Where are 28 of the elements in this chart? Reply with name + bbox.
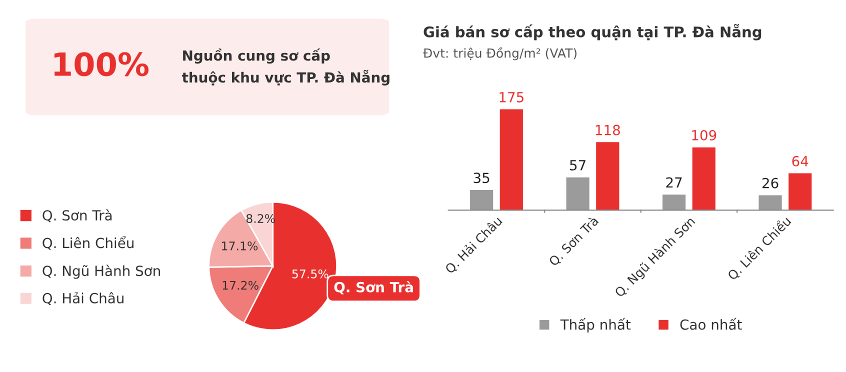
bar bbox=[758, 195, 782, 210]
bar bbox=[788, 173, 812, 210]
data-label: 26 bbox=[762, 178, 778, 188]
legend-label: Thấp nhất bbox=[560, 318, 631, 333]
bar bbox=[692, 147, 716, 210]
data-label: 17.1% bbox=[222, 241, 258, 250]
data-label: 64 bbox=[792, 156, 808, 166]
text: Nguồn cung sơ cấp thuộc khu vực TP. Đà Nẵng bbox=[182, 48, 390, 86]
data-label: 109 bbox=[692, 130, 716, 140]
data-label: 57.5% bbox=[292, 269, 328, 278]
chart-title: Giá bán sơ cấp theo quận tại TP. Đà Nẵng bbox=[424, 24, 762, 40]
text: Q. Sơn Trà bbox=[334, 281, 413, 294]
bar bbox=[500, 109, 523, 210]
bar bbox=[566, 177, 590, 210]
text: 100% bbox=[54, 52, 149, 76]
data-label: 27 bbox=[666, 177, 682, 188]
chart-subtitle: Đvt: triệu Đồng/m² (VAT) bbox=[423, 47, 576, 60]
data-label: 57 bbox=[570, 160, 586, 170]
data-label: 118 bbox=[596, 124, 620, 136]
data-label: 175 bbox=[500, 92, 524, 102]
x-tick-label: Q. Sơn Trà bbox=[548, 215, 600, 268]
legend-label: Q. Hải Châu bbox=[42, 292, 124, 306]
data-label: 35 bbox=[474, 172, 490, 184]
legend-label: Cao nhất bbox=[680, 318, 742, 330]
bar bbox=[662, 194, 686, 210]
data-label: 17.2% bbox=[222, 280, 258, 290]
bar bbox=[470, 190, 494, 210]
bar bbox=[596, 142, 620, 210]
